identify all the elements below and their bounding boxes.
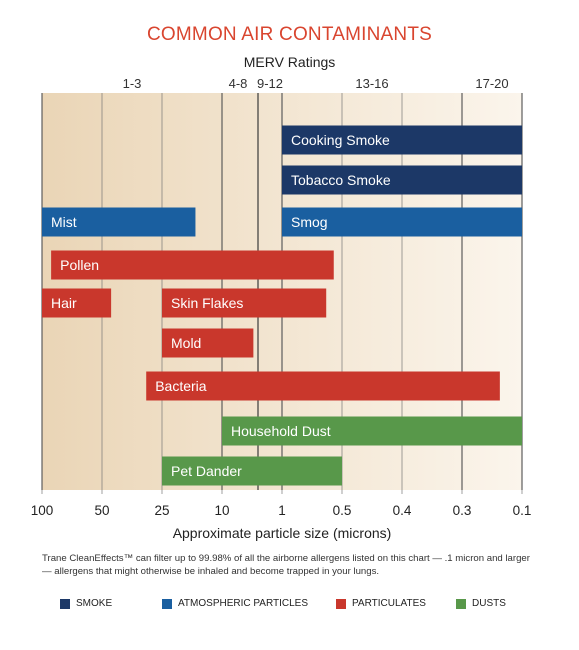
merv-band-label: 13-16 <box>355 76 388 91</box>
bar-cooking-smoke: Cooking Smoke <box>282 125 522 155</box>
bar-label: Mist <box>51 214 77 230</box>
bar-label: Hair <box>51 295 77 311</box>
bar-label: Pet Dander <box>171 463 242 479</box>
merv-ratings-title: MERV Ratings <box>243 54 336 70</box>
bar-mist: Mist <box>42 207 196 237</box>
bar-label: Tobacco Smoke <box>291 172 391 188</box>
merv-band-label: 1-3 <box>123 76 142 91</box>
legend-label: PARTICULATES <box>352 598 426 609</box>
x-tick-label: 10 <box>214 503 229 518</box>
x-tick-label: 0.5 <box>333 503 352 518</box>
legend-swatch <box>456 598 466 609</box>
legend-label: ATMOSPHERIC PARTICLES <box>178 598 309 609</box>
bar-rect <box>42 207 196 237</box>
bar-rect <box>282 125 522 155</box>
bar-pollen: Pollen <box>51 250 334 280</box>
bar-tobacco-smoke: Tobacco Smoke <box>282 165 522 195</box>
chart-title: COMMON AIR CONTAMINANTS <box>146 24 433 45</box>
bar-pet-dander: Pet Dander <box>162 456 342 486</box>
merv-band-label: 4-8 <box>229 76 248 91</box>
x-tick-label: 1 <box>278 503 286 518</box>
legend-item: PARTICULATES <box>336 598 426 609</box>
bar-rect <box>162 288 327 318</box>
legend-item: SMOKE <box>60 598 112 609</box>
legend-swatch <box>60 598 70 609</box>
bar-rect <box>162 328 254 358</box>
bar-label: Skin Flakes <box>171 295 243 311</box>
air-contaminants-chart: 1-3 4-8 9-12 13-16 17-20 Cooking Smoke Tobacco… <box>31 76 532 541</box>
bar-household-dust: Household Dust <box>222 416 522 446</box>
x-tick-label: 100 <box>31 503 54 518</box>
bar-label: Bacteria <box>155 378 207 394</box>
legend-swatch <box>336 598 346 609</box>
legend-swatch <box>162 598 172 609</box>
merv-band-label: 9-12 <box>257 76 283 91</box>
bar-smog: Smog <box>282 207 522 237</box>
x-axis-label: Approximate particle size (microns) <box>173 525 392 541</box>
legend-item: ATMOSPHERIC PARTICLES <box>162 598 308 609</box>
bar-bacteria: Bacteria <box>146 371 500 401</box>
bar-rect <box>282 207 522 237</box>
x-tick-label: 0.4 <box>393 503 412 518</box>
bar-label: Smog <box>291 214 328 230</box>
bar-label: Household Dust <box>231 423 331 439</box>
x-tick-label: 25 <box>154 503 169 518</box>
bar-rect <box>146 371 500 401</box>
bar-skin-flakes: Skin Flakes <box>162 288 327 318</box>
bar-rect <box>51 250 334 280</box>
footnote: Trane CleanEffects™ can filter up to 99.… <box>42 553 530 577</box>
bar-label: Mold <box>171 335 201 351</box>
legend: SMOKE ATMOSPHERIC PARTICLES PARTICULATES DU… <box>60 598 560 612</box>
merv-band-label: 17-20 <box>475 76 508 91</box>
x-tick-label: 0.3 <box>453 503 472 518</box>
bar-rect <box>282 165 522 195</box>
x-tick-label: 0.1 <box>513 503 532 518</box>
legend-label: DUSTS <box>472 598 506 609</box>
bar-rect <box>42 288 112 318</box>
x-tick-label: 50 <box>94 503 109 518</box>
legend-label: SMOKE <box>76 598 113 609</box>
bar-rect <box>222 416 522 446</box>
bar-mold: Mold <box>162 328 254 358</box>
bar-rect <box>162 456 342 486</box>
legend-item: DUSTS <box>456 598 506 609</box>
bar-label: Cooking Smoke <box>291 132 390 148</box>
bar-hair: Hair <box>42 288 112 318</box>
bar-label: Pollen <box>60 257 99 273</box>
